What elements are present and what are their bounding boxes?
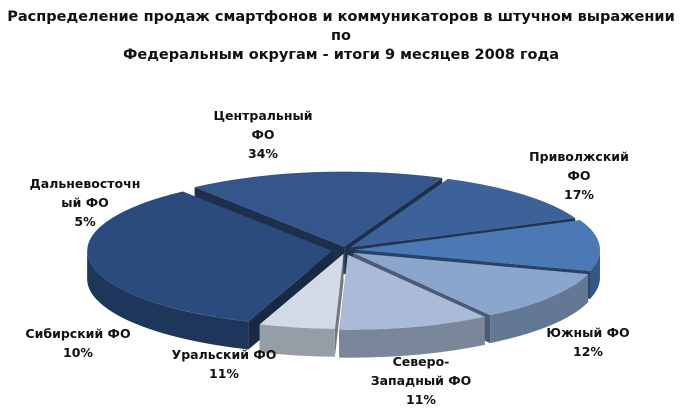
chart-title: Распределение продаж смартфонов и коммун… — [0, 8, 682, 65]
pie-slice-ural-side — [490, 274, 589, 344]
chart-title-line-2: Федеральным округам - итоги 9 месяцев 20… — [123, 47, 559, 63]
slice-name-central-line-2: ФО — [251, 127, 275, 142]
slice-name-ural: Уральский ФО — [171, 347, 277, 362]
pie-slice-siberian — [339, 254, 485, 358]
slice-name-far-east-line-1: Дальневосточн — [29, 176, 141, 191]
pie-slice-siberian-top — [339, 254, 485, 330]
pie-slice-ural-top — [353, 252, 589, 316]
slice-percent-far-east: 5% — [74, 214, 96, 229]
slice-label-far-east: Дальневосточн ый ФО 5% — [20, 174, 150, 231]
chart-title-line-1: Распределение продаж смартфонов и коммун… — [7, 9, 675, 44]
pie-slice-southern-top — [349, 178, 576, 248]
slice-label-central: Центральный ФО 34% — [202, 106, 324, 163]
slice-label-northwest: Северо- Западный ФО 11% — [350, 352, 492, 409]
slice-percent-southern: 12% — [573, 344, 603, 359]
pie-slice-siberian-side — [339, 316, 485, 358]
slice-name-central-line-1: Центральный — [213, 108, 313, 123]
pie-slice-volga-top — [194, 171, 443, 247]
slice-percent-central: 34% — [248, 146, 278, 161]
slice-label-ural: Уральский ФО 11% — [162, 345, 286, 383]
pie-slice-central-top — [87, 191, 333, 322]
slice-name-southern: Южный ФО — [546, 325, 630, 340]
slice-label-siberian: Сибирский ФО 10% — [16, 324, 140, 362]
slice-name-northwest-line-1: Северо- — [392, 354, 450, 369]
pie-slice-far-east-top — [259, 253, 344, 329]
slice-percent-siberian: 10% — [63, 345, 93, 360]
slice-label-volga: Приволжский ФО 17% — [516, 147, 642, 204]
slice-percent-northwest: 11% — [406, 392, 436, 407]
pie-slice-northwest-top — [354, 220, 600, 271]
slice-name-volga-line-1: Приволжский — [529, 149, 629, 164]
slice-percent-volga: 17% — [564, 187, 594, 202]
slice-name-volga-line-2: ФО — [567, 168, 591, 183]
slice-name-northwest-line-2: Западный ФО — [370, 373, 472, 388]
pie-slice-far-east — [259, 253, 344, 357]
pie-slice-northwest-side — [590, 249, 600, 299]
slice-name-siberian: Сибирский ФО — [25, 326, 131, 341]
pie-slice-central-side — [87, 250, 249, 350]
slice-name-far-east-line-2: ый ФО — [61, 195, 109, 210]
slice-label-southern: Южный ФО 12% — [538, 323, 638, 361]
slice-percent-ural: 11% — [209, 366, 239, 381]
pie-slice-far-east-side — [259, 324, 335, 357]
